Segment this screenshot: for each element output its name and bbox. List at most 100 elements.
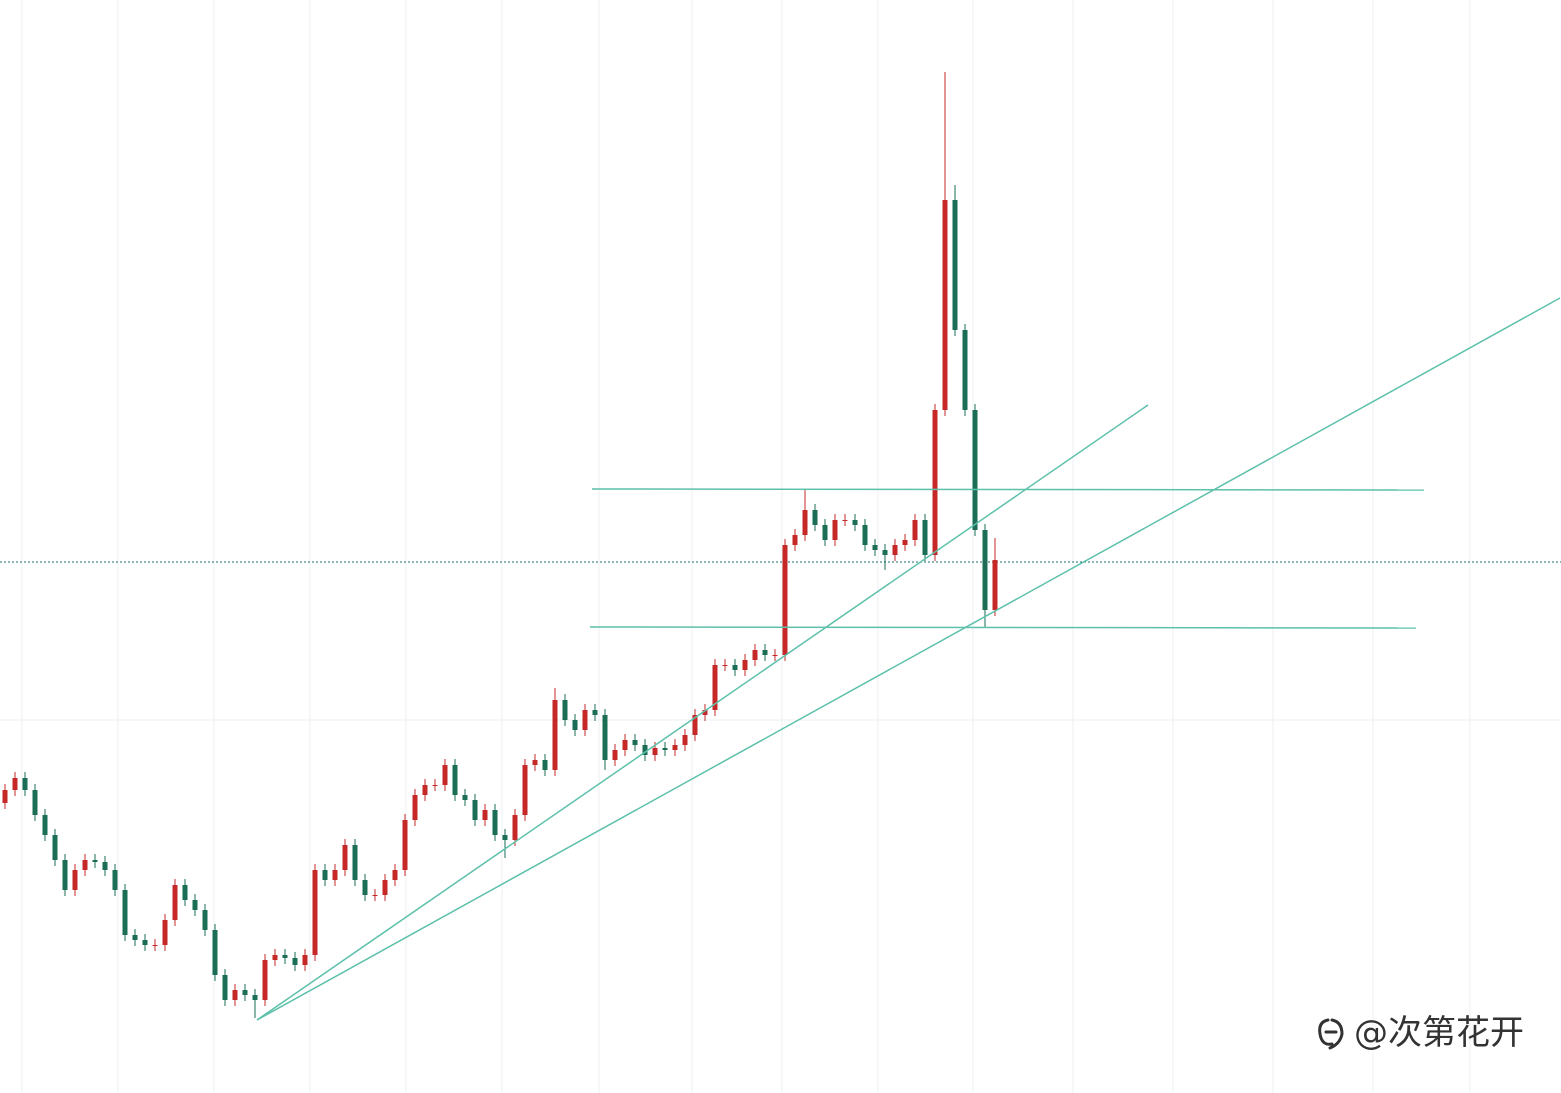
- candle-body: [502, 835, 508, 840]
- candle-body: [682, 735, 688, 745]
- candle-body: [312, 870, 318, 955]
- candle-body: [72, 870, 78, 890]
- candle-body: [952, 200, 958, 330]
- candle-body: [462, 795, 468, 800]
- candle-body: [302, 955, 308, 965]
- candle-body: [122, 890, 128, 935]
- candle-body: [822, 525, 828, 540]
- candle-body: [272, 955, 278, 960]
- candles: [2, 72, 998, 1018]
- candle-body: [792, 535, 798, 545]
- candle-body: [762, 650, 768, 655]
- candle-body: [222, 975, 228, 1000]
- candle-body: [722, 665, 728, 666]
- candle-body: [112, 870, 118, 890]
- candle-body: [352, 845, 358, 880]
- candle-body: [232, 990, 238, 1000]
- candle-body: [672, 745, 678, 750]
- candle-body: [292, 958, 298, 965]
- candle-body: [832, 520, 838, 540]
- candle-body: [382, 880, 388, 895]
- trend-line: [589, 626, 1417, 629]
- candle-body: [472, 800, 478, 820]
- candle-body: [452, 765, 458, 795]
- trend-line: [256, 404, 1149, 1021]
- candle-body: [262, 960, 268, 1000]
- candle-body: [962, 330, 968, 410]
- candle-body: [282, 955, 288, 958]
- candle-body: [702, 710, 708, 715]
- candle-body: [752, 650, 758, 660]
- candle-body: [642, 745, 648, 755]
- candle-body: [912, 520, 918, 540]
- trend-line: [591, 488, 1425, 491]
- candle-body: [602, 715, 608, 760]
- candle-body: [692, 715, 698, 735]
- candle-body: [52, 835, 58, 860]
- candle-body: [812, 510, 818, 525]
- watermark-text: @次第花开: [1354, 1013, 1524, 1053]
- candle-body: [982, 530, 988, 610]
- candle-body: [102, 862, 108, 870]
- candle-body: [152, 945, 158, 946]
- candle-body: [532, 760, 538, 765]
- candle-body: [242, 990, 248, 995]
- candle-body: [162, 920, 168, 945]
- candle-body: [342, 845, 348, 870]
- candle-body: [22, 778, 28, 790]
- watermark: @次第花开: [1318, 1013, 1524, 1053]
- candle-body: [392, 870, 398, 880]
- candle-body: [402, 820, 408, 870]
- candle-body: [592, 710, 598, 715]
- candle-body: [992, 560, 998, 610]
- candle-body: [872, 545, 878, 550]
- candle-body: [182, 885, 188, 900]
- candle-body: [62, 860, 68, 890]
- candle-body: [412, 795, 418, 820]
- candle-body: [432, 785, 438, 786]
- candle-body: [972, 410, 978, 530]
- candle-body: [842, 520, 848, 521]
- candle-body: [252, 995, 258, 1000]
- candle-body: [482, 810, 488, 820]
- candle-body: [772, 655, 778, 656]
- candle-body: [852, 520, 858, 525]
- candle-body: [422, 785, 428, 795]
- candle-body: [562, 700, 568, 720]
- candle-body: [82, 860, 88, 870]
- candle-body: [362, 880, 368, 895]
- candle-body: [332, 870, 338, 880]
- candle-body: [522, 765, 528, 815]
- candle-body: [552, 700, 558, 770]
- candle-body: [942, 200, 948, 410]
- drawings: [256, 297, 1561, 1021]
- candle-body: [632, 740, 638, 745]
- trend-line: [256, 297, 1561, 1021]
- candle-body: [132, 935, 138, 940]
- candle-body: [202, 910, 208, 930]
- candle-body: [92, 860, 98, 862]
- candle-body: [902, 540, 908, 545]
- candle-body: [612, 750, 618, 760]
- candle-body: [192, 900, 198, 910]
- candle-body: [712, 665, 718, 710]
- candle-body: [892, 545, 898, 555]
- candle-body: [582, 710, 588, 730]
- candle-body: [732, 665, 738, 670]
- candle-body: [572, 720, 578, 730]
- candle-body: [742, 660, 748, 670]
- candle-body: [622, 740, 628, 750]
- candle-body: [932, 410, 938, 555]
- candle-body: [662, 748, 668, 750]
- candle-body: [372, 895, 378, 896]
- candle-body: [782, 545, 788, 655]
- candle-body: [322, 870, 328, 880]
- candle-body: [862, 525, 868, 545]
- candle-body: [922, 520, 928, 555]
- candle-body: [442, 765, 448, 785]
- candle-body: [802, 510, 808, 535]
- candle-body: [32, 790, 38, 815]
- candle-body: [492, 810, 498, 835]
- candle-body: [512, 815, 518, 840]
